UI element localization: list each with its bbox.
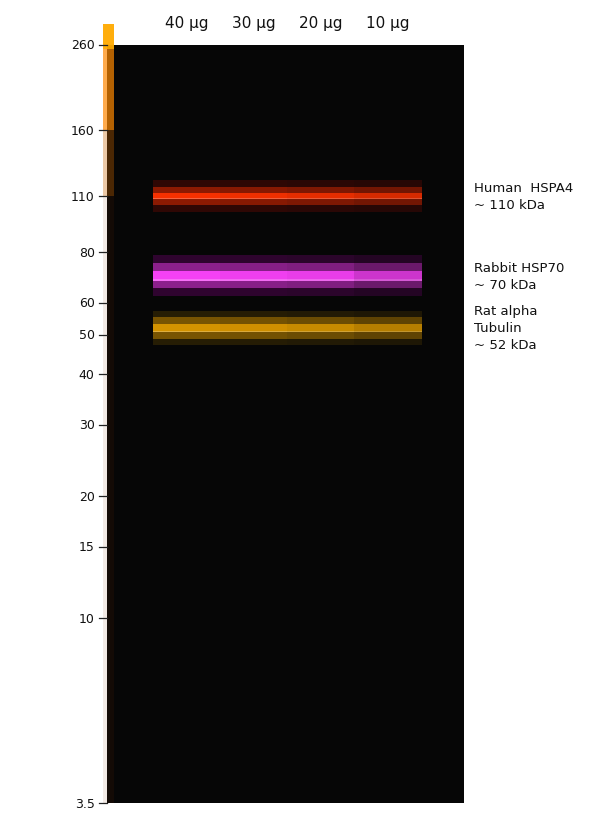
Bar	[287, 272, 354, 282]
Text: 260: 260	[71, 39, 95, 52]
Bar	[354, 280, 422, 282]
Bar	[287, 256, 354, 297]
Bar	[103, 131, 114, 197]
Bar	[220, 331, 287, 333]
Text: 10: 10	[79, 612, 95, 625]
Bar	[354, 256, 422, 297]
Bar	[153, 318, 220, 339]
Bar	[354, 331, 422, 333]
Text: 40: 40	[79, 368, 95, 381]
Bar	[153, 331, 220, 333]
Bar	[107, 46, 464, 803]
Bar	[220, 325, 287, 333]
Text: 80: 80	[79, 247, 95, 259]
Bar	[220, 264, 287, 289]
Bar	[220, 272, 287, 282]
Bar	[153, 199, 220, 200]
Bar	[287, 318, 354, 339]
Bar	[287, 188, 354, 206]
Bar	[354, 272, 422, 282]
Bar	[354, 194, 422, 200]
Bar	[153, 325, 220, 333]
Text: 50: 50	[79, 329, 95, 342]
Bar	[220, 194, 287, 200]
Bar	[287, 194, 354, 200]
Bar	[287, 264, 354, 289]
Text: 110: 110	[71, 190, 95, 204]
Bar	[153, 188, 220, 206]
Bar	[287, 325, 354, 333]
Bar	[220, 181, 287, 213]
Bar	[354, 181, 422, 213]
Text: 3.5: 3.5	[75, 797, 95, 810]
Bar	[153, 264, 220, 289]
Text: 10 μg: 10 μg	[366, 16, 410, 31]
Bar	[220, 188, 287, 206]
Bar	[354, 318, 422, 339]
Text: 160: 160	[71, 124, 95, 137]
Bar	[153, 311, 220, 346]
Bar	[220, 311, 287, 346]
Bar	[153, 194, 220, 200]
Bar	[287, 181, 354, 213]
Bar	[153, 280, 220, 282]
Text: 20 μg: 20 μg	[299, 16, 343, 31]
Bar	[287, 311, 354, 346]
Bar	[354, 264, 422, 289]
Bar	[153, 181, 220, 213]
Text: 30 μg: 30 μg	[232, 16, 276, 31]
Bar	[354, 311, 422, 346]
Text: Rat alpha
Tubulin
~ 52 kDa: Rat alpha Tubulin ~ 52 kDa	[474, 305, 537, 352]
Text: 30: 30	[79, 419, 95, 432]
Bar	[153, 256, 220, 297]
Bar	[220, 256, 287, 297]
Bar	[354, 188, 422, 206]
Bar	[103, 25, 114, 50]
Text: 15: 15	[79, 541, 95, 554]
Bar	[103, 197, 114, 803]
Bar	[220, 280, 287, 282]
Bar	[354, 199, 422, 200]
Bar	[287, 280, 354, 282]
Text: Rabbit HSP70
~ 70 kDa: Rabbit HSP70 ~ 70 kDa	[474, 262, 564, 291]
Text: 60: 60	[79, 297, 95, 310]
Bar	[153, 272, 220, 282]
Text: 40 μg: 40 μg	[164, 16, 208, 31]
Bar	[354, 325, 422, 333]
Bar	[287, 331, 354, 333]
Bar	[220, 318, 287, 339]
Bar	[103, 50, 114, 131]
Text: Human  HSPA4
~ 110 kDa: Human HSPA4 ~ 110 kDa	[474, 182, 573, 212]
Bar	[287, 199, 354, 200]
Bar	[220, 199, 287, 200]
Text: 20: 20	[79, 490, 95, 503]
